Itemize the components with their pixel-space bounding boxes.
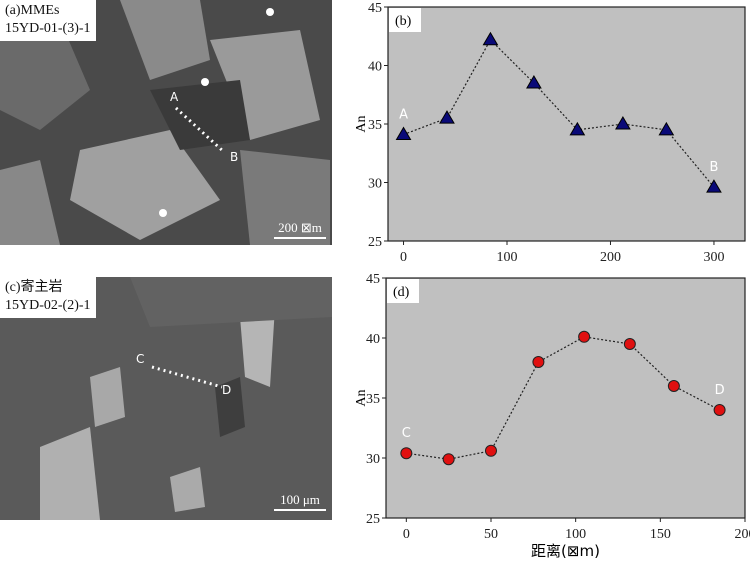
y-tick-label: 25 [366,512,380,527]
point-annotation: D [715,383,725,398]
bse-image-c: (c)寄主岩 15YD-02-(2)-1 C D 100 μm [0,277,332,520]
series-line [403,38,715,188]
y-tick-label: 25 [368,235,382,250]
scale-bar-a: 200 ⊠m [274,220,326,239]
y-axis-label: An [354,115,369,132]
y-tick-label: 30 [366,452,380,467]
panel-label: (b) [395,14,412,29]
x-axis-label: 距离(⊠m) [531,542,600,560]
bse-image-a: (a)MMEs 15YD-01-(3)-1 A B 200 ⊠m [0,0,332,245]
x-tick-label: 200 [735,527,750,542]
point-annotation: C [402,426,411,441]
y-tick-label: 40 [366,332,380,347]
data-point-circle [578,330,591,343]
data-point-triangle [569,121,586,136]
data-point-triangle [658,121,675,136]
data-point-circle [713,404,726,416]
data-point-circle [484,444,497,457]
x-tick-label: 0 [400,250,407,265]
y-tick-label: 45 [368,1,382,16]
data-point-triangle [615,116,631,130]
data-point-circle [442,453,455,466]
data-point-triangle [439,110,455,124]
point-c-label: C [136,352,145,366]
panel-label-box [387,279,419,303]
series-line [406,336,720,460]
panel-label-box [389,8,421,32]
panel-a-label: (a)MMEs 15YD-01-(3)-1 [0,0,96,41]
panel-c-label: (c)寄主岩 15YD-02-(2)-1 [0,277,96,318]
mineral-texture [0,277,332,520]
point-b-label: B [230,150,239,164]
data-point-triangle [706,179,722,193]
point-d-label: D [222,383,232,397]
y-tick-label: 30 [368,177,382,192]
plot-area [387,6,746,242]
point-a-label: A [170,90,179,104]
x-tick-label: 200 [600,250,621,265]
data-point-circle [400,447,413,460]
data-point-triangle [395,126,412,141]
x-tick-label: 100 [497,250,518,265]
x-tick-label: 50 [484,527,498,542]
point-annotation: A [399,108,408,123]
y-axis-label: An [354,389,369,406]
mineral-texture [0,0,332,245]
point-annotation: B [709,160,718,175]
plot-area [385,277,746,519]
data-point-circle [532,356,545,368]
y-tick-label: 45 [366,272,380,287]
y-tick-label: 35 [368,118,382,133]
x-tick-label: 100 [565,527,586,542]
x-tick-label: 0 [403,527,410,542]
data-point-triangle [482,31,499,46]
data-point-circle [667,380,680,392]
chart-d: (d) 25 30 35 40 45 0 50 100 150 200 An 距离(⊠m) C D [354,272,750,560]
scale-bar-c: 100 μm [274,492,326,511]
x-tick-label: 300 [703,250,724,265]
data-point-triangle [526,75,542,89]
y-tick-label: 35 [366,392,380,407]
x-tick-label: 150 [650,527,671,542]
chart-b: (b) 25 30 35 40 45 0 100 200 300 An A B [354,1,746,265]
y-tick-label: 40 [368,60,382,75]
data-point-circle [623,338,636,350]
panel-label: (d) [393,285,410,300]
